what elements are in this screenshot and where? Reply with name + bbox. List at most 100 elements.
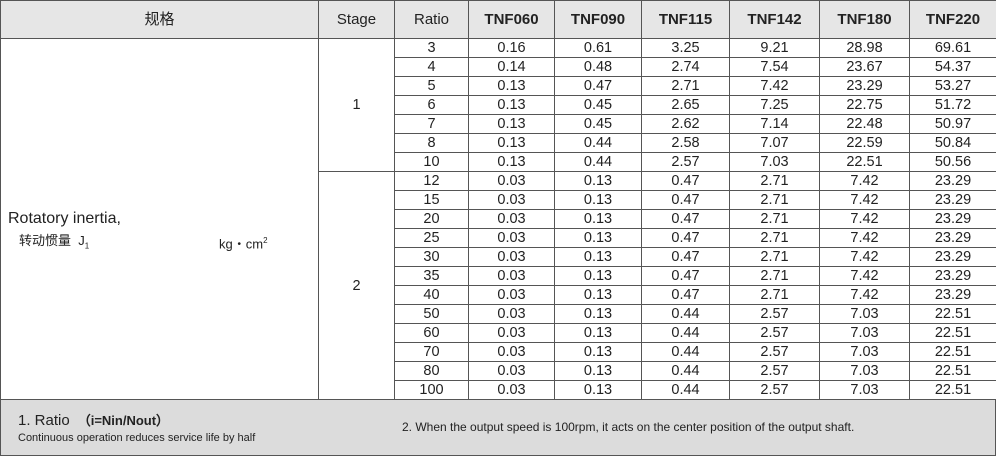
value-cell: 7.42 [819, 228, 910, 248]
label-subscript: 1 [84, 241, 90, 251]
value-cell: 0.13 [554, 285, 642, 305]
value-cell: 7.25 [729, 95, 820, 115]
ratio-cell: 6 [394, 95, 469, 115]
spec-table: 规格 Stage Ratio TNF060 TNF090 TNF115 TNF142 TNF1… [0, 0, 996, 400]
header-cell: Stage [318, 0, 395, 39]
value-cell: 7.42 [819, 285, 910, 305]
header-cell: 规格 [0, 0, 319, 39]
value-cell: 2.71 [729, 190, 820, 210]
unit-sup: 2 [263, 236, 268, 245]
value-cell: 0.44 [554, 133, 642, 153]
value-cell: 0.14 [468, 57, 555, 77]
table-row: 50 0.03 0.13 0.44 2.57 7.03 22.51 [1, 304, 996, 324]
value-cell: 53.27 [909, 76, 996, 96]
ratio-cell: 4 [394, 57, 469, 77]
value-cell: 0.16 [468, 38, 555, 58]
value-cell: 0.13 [554, 228, 642, 248]
value-cell: 2.57 [729, 361, 820, 381]
value-cell: 0.13 [554, 171, 642, 191]
value-cell: 2.57 [729, 380, 820, 400]
value-cell: 0.03 [468, 380, 555, 400]
value-cell: 0.61 [554, 38, 642, 58]
value-cell: 22.51 [909, 304, 996, 324]
value-cell: 2.57 [641, 152, 730, 172]
value-cell: 7.42 [819, 171, 910, 191]
value-cell: 0.03 [468, 209, 555, 229]
value-cell: 0.47 [554, 76, 642, 96]
value-cell: 0.13 [468, 133, 555, 153]
value-cell: 0.47 [641, 266, 730, 286]
note1-title: 1. Ratio [18, 412, 70, 429]
value-cell: 7.03 [819, 304, 910, 324]
ratio-cell: 15 [394, 190, 469, 210]
value-cell: 2.71 [729, 171, 820, 191]
value-cell: 7.42 [819, 247, 910, 267]
value-cell: 22.75 [819, 95, 910, 115]
ratio-cell: 40 [394, 285, 469, 305]
value-cell: 0.13 [468, 152, 555, 172]
value-cell: 2.71 [729, 247, 820, 267]
ratio-cell: 5 [394, 76, 469, 96]
header-cell: TNF090 [554, 0, 642, 39]
table-row: Rotatory inertia, 转动惯量 J1 kg・cm2 1 3 0.16 0.61… [0, 38, 996, 400]
value-cell: 0.47 [641, 190, 730, 210]
value-cell: 7.03 [819, 323, 910, 343]
value-cell: 0.13 [554, 304, 642, 324]
table-row: 5 0.13 0.47 2.71 7.42 23.29 53.27 [1, 76, 996, 96]
value-cell: 0.47 [641, 285, 730, 305]
value-cell: 7.03 [729, 152, 820, 172]
ratio-cell: 25 [394, 228, 469, 248]
value-cell: 0.03 [468, 285, 555, 305]
note1-title-line: 1. Ratio （i=Nin/Nout） [18, 410, 169, 429]
ratio-cell: 7 [394, 114, 469, 134]
value-cell: 0.44 [641, 380, 730, 400]
value-cell: 0.13 [554, 323, 642, 343]
ratio-cell: 20 [394, 209, 469, 229]
ratio-cell: 30 [394, 247, 469, 267]
table-body: Rotatory inertia, 转动惯量 J1 kg・cm2 1 3 0.16 0.61… [0, 38, 996, 400]
table-row: 2 12 0.03 0.13 0.47 2.71 7.42 23.29 [1, 171, 996, 400]
value-cell: 0.13 [554, 380, 642, 400]
value-cell: 0.03 [468, 304, 555, 324]
value-cell: 0.13 [468, 114, 555, 134]
header-cell: TNF142 [729, 0, 820, 39]
value-cell: 0.48 [554, 57, 642, 77]
value-cell: 0.47 [641, 247, 730, 267]
value-cell: 2.71 [729, 266, 820, 286]
ratio-cell: 50 [394, 304, 469, 324]
value-cell: 7.42 [819, 209, 910, 229]
header-cell: Ratio [394, 0, 469, 39]
ratio-cell: 35 [394, 266, 469, 286]
value-cell: 50.97 [909, 114, 996, 134]
value-cell: 0.44 [554, 152, 642, 172]
value-cell: 22.59 [819, 133, 910, 153]
value-cell: 23.29 [909, 228, 996, 248]
value-cell: 23.29 [909, 171, 996, 191]
value-cell: 2.58 [641, 133, 730, 153]
value-cell: 2.57 [729, 323, 820, 343]
value-cell: 0.44 [641, 342, 730, 362]
value-cell: 7.03 [819, 342, 910, 362]
value-cell: 23.29 [909, 285, 996, 305]
table-row: 6 0.13 0.45 2.65 7.25 22.75 51.72 [1, 95, 996, 115]
value-cell: 23.29 [909, 190, 996, 210]
table-row: 25 0.03 0.13 0.47 2.71 7.42 23.29 [1, 228, 996, 248]
value-cell: 23.29 [909, 266, 996, 286]
value-cell: 0.47 [641, 171, 730, 191]
value-cell: 0.13 [554, 209, 642, 229]
value-cell: 0.13 [554, 266, 642, 286]
ratio-cell: 70 [394, 342, 469, 362]
value-cell: 23.29 [909, 209, 996, 229]
value-cell: 2.57 [729, 342, 820, 362]
unit-text: kg・cm [219, 236, 264, 252]
value-cell: 2.71 [729, 228, 820, 248]
value-cell: 0.13 [554, 342, 642, 362]
value-cell: 23.29 [819, 76, 910, 96]
header-cell: TNF180 [819, 0, 910, 39]
value-cell: 0.13 [554, 361, 642, 381]
value-cell: 50.56 [909, 152, 996, 172]
ratio-cell: 8 [394, 133, 469, 153]
value-cell: 7.42 [819, 190, 910, 210]
table-row: 40 0.03 0.13 0.47 2.71 7.42 23.29 [1, 285, 996, 305]
value-cell: 0.03 [468, 228, 555, 248]
